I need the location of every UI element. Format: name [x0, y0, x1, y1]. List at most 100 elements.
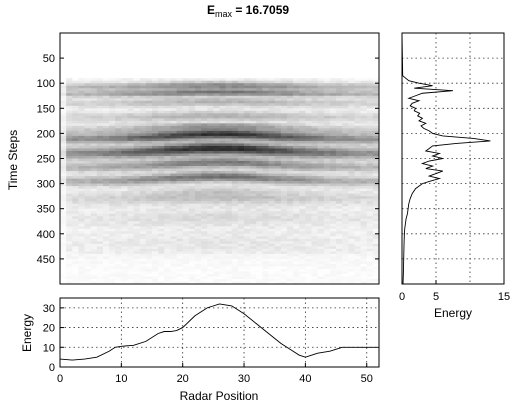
- heatmap-cell: [145, 253, 153, 257]
- heatmap-cell: [194, 130, 202, 134]
- heatmap-cell: [366, 158, 374, 162]
- heatmap-cell: [360, 191, 368, 194]
- heatmap-cell: [152, 273, 159, 277]
- heatmap-cell: [121, 148, 128, 152]
- heatmap-cell: [348, 135, 355, 139]
- heatmap-cell: [256, 95, 263, 99]
- heatmap-cell: [336, 133, 343, 137]
- heatmap-cell: [360, 88, 368, 92]
- heatmap-cell: [219, 88, 226, 92]
- heatmap-cell: [201, 98, 208, 102]
- heatmap-cell: [109, 155, 116, 159]
- heatmap-cell: [145, 233, 153, 237]
- heatmap-cell: [109, 266, 116, 270]
- heatmap-cell: [176, 83, 183, 87]
- heatmap-cell: [133, 256, 141, 260]
- heatmap-cell: [225, 218, 233, 222]
- heatmap-cell: [96, 241, 104, 245]
- heatmap-cell: [115, 251, 122, 255]
- heatmap-cell: [121, 88, 128, 92]
- heatmap-cell: [366, 261, 374, 265]
- heatmap-cell: [237, 140, 245, 144]
- heatmap-cell: [219, 105, 226, 109]
- heatmap-cell: [286, 186, 294, 189]
- heatmap-cell: [109, 80, 116, 84]
- heatmap-cell: [262, 191, 269, 194]
- heatmap-cell: [115, 83, 122, 87]
- heatmap-cell: [145, 206, 153, 209]
- heatmap-cell: [102, 188, 110, 192]
- heatmap-cell: [96, 90, 104, 94]
- heatmap-cell: [133, 253, 141, 257]
- heatmap-cell: [72, 186, 79, 189]
- heatmap-cell: [286, 128, 294, 132]
- heatmap-cell: [323, 161, 331, 164]
- heatmap-cell: [311, 83, 318, 87]
- heatmap-cell: [372, 186, 380, 189]
- heatmap-cell: [90, 263, 98, 267]
- heatmap-cell: [225, 90, 233, 94]
- heatmap-cell: [299, 78, 306, 81]
- heatmap-cell: [237, 166, 245, 169]
- heatmap-cell: [164, 80, 171, 84]
- heatmap-cell: [176, 118, 183, 122]
- heatmap-cell: [256, 188, 263, 192]
- heatmap-cell: [176, 201, 183, 204]
- heatmap-cell: [348, 251, 355, 255]
- heatmap-cell: [231, 145, 239, 149]
- heatmap-cell: [121, 128, 128, 132]
- heatmap-cell: [96, 243, 104, 247]
- heatmap-cell: [78, 140, 85, 144]
- heatmap-cell: [72, 228, 79, 232]
- heatmap-cell: [176, 161, 183, 164]
- heatmap-cell: [317, 261, 325, 265]
- heatmap-cell: [342, 130, 349, 134]
- heatmap-cell: [182, 193, 190, 197]
- heatmap-cell: [158, 173, 165, 177]
- heatmap-cell: [90, 273, 98, 277]
- heatmap-cell: [293, 90, 300, 94]
- heatmap-cell: [115, 276, 122, 280]
- heatmap-cell: [250, 176, 257, 179]
- heatmap-cell: [342, 155, 349, 159]
- heatmap-cell: [66, 228, 73, 232]
- heatmap-cell: [84, 258, 91, 262]
- heatmap-cell: [336, 258, 343, 262]
- heatmap-cell: [372, 218, 380, 222]
- heatmap-cell: [176, 261, 183, 265]
- heatmap-cell: [329, 113, 337, 117]
- heatmap-cell: [372, 173, 380, 177]
- heatmap-cell: [133, 241, 141, 245]
- heatmap-cell: [213, 203, 220, 207]
- heatmap-cell: [225, 276, 233, 280]
- heatmap-cell: [96, 203, 104, 207]
- heatmap-cell: [342, 193, 349, 197]
- heatmap-cell: [280, 241, 288, 245]
- heatmap-cell: [78, 261, 85, 265]
- heatmap-cell: [231, 231, 239, 235]
- heatmap-cell: [158, 271, 165, 275]
- heatmap-cell: [219, 110, 226, 114]
- heatmap-cell: [329, 208, 337, 212]
- heatmap-cell: [170, 238, 177, 242]
- heatmap-cell: [182, 148, 190, 152]
- heatmap-cell: [280, 203, 288, 207]
- heatmap-cell: [145, 248, 153, 252]
- heatmap-cell: [145, 213, 153, 217]
- heatmap-cell: [115, 196, 122, 199]
- heatmap-cell: [274, 276, 282, 280]
- heatmap-cell: [342, 248, 349, 252]
- heatmap-cell: [317, 201, 325, 204]
- heatmap-cell: [219, 90, 226, 94]
- heatmap-cell: [133, 223, 141, 227]
- heatmap-cell: [256, 248, 263, 252]
- heatmap-cell: [207, 263, 214, 267]
- heatmap-cell: [78, 158, 85, 162]
- heatmap-cell: [360, 90, 368, 94]
- heatmap-cell: [102, 196, 110, 199]
- heatmap-cell: [139, 95, 147, 99]
- heatmap-cell: [60, 90, 67, 94]
- heatmap-cell: [207, 271, 214, 275]
- heatmap-cell: [250, 218, 257, 222]
- heatmap-cell: [250, 178, 257, 182]
